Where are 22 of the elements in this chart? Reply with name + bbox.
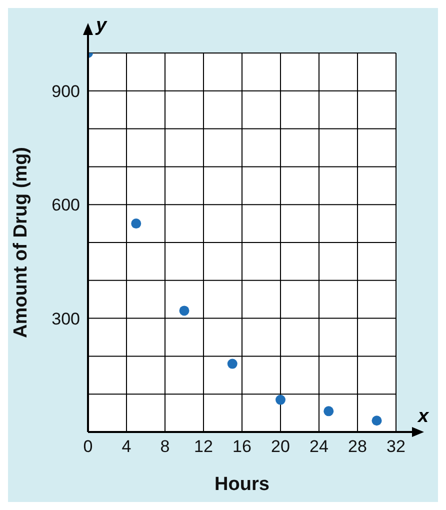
x-axis-title: Hours <box>214 474 270 495</box>
x-tick-label: 20 <box>271 437 290 456</box>
point <box>179 306 190 316</box>
y-tick-label: 900 <box>52 82 80 101</box>
text: x <box>417 406 430 427</box>
y-tick-label: 600 <box>52 196 80 215</box>
point <box>372 416 382 426</box>
text: y <box>95 15 108 36</box>
x-tick-label: 24 <box>310 437 328 456</box>
x-tick-label: 32 <box>386 437 406 456</box>
x-tick-label: 16 <box>232 437 252 456</box>
x-tick-label: 8 <box>160 437 170 456</box>
y-axis-title: Amount of Drug (mg) <box>10 146 32 338</box>
y-tick-label: 300 <box>52 309 80 328</box>
x-tick-label: 28 <box>348 437 367 456</box>
point <box>276 394 286 405</box>
x-tick-label: 4 <box>122 437 132 456</box>
x-tick-label: 12 <box>194 437 213 456</box>
point <box>324 406 334 416</box>
point <box>227 358 238 369</box>
point <box>131 218 142 229</box>
x-tick-label: 0 <box>83 437 93 456</box>
